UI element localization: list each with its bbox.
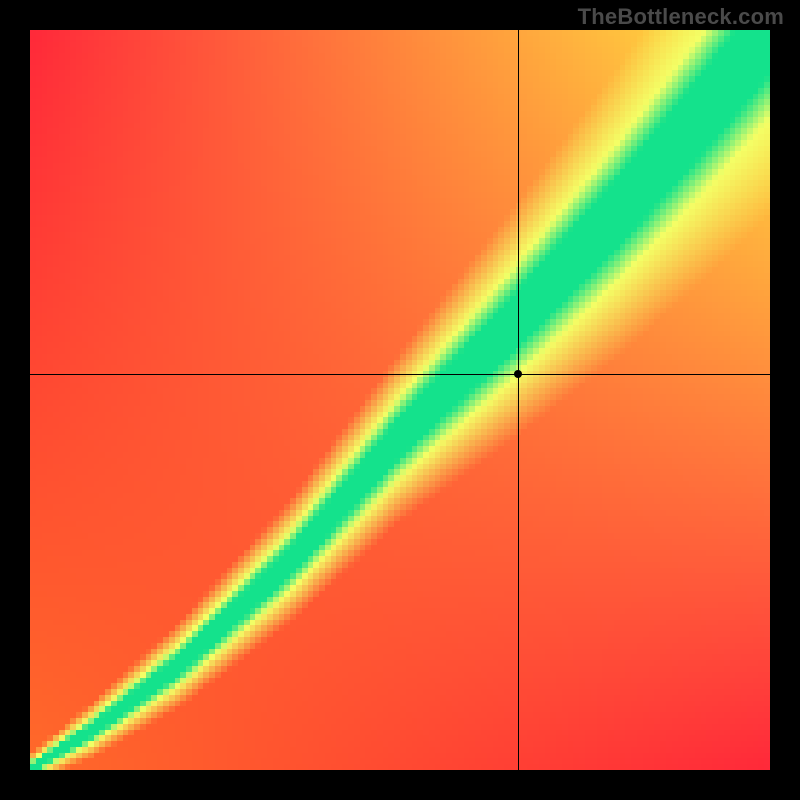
- bottleneck-heatmap-canvas: [30, 30, 770, 770]
- page-root: TheBottleneck.com: [0, 0, 800, 800]
- crosshair-horizontal: [30, 374, 770, 375]
- crosshair-marker-dot: [514, 370, 522, 378]
- watermark-text: TheBottleneck.com: [578, 4, 784, 30]
- chart-frame: [30, 30, 770, 770]
- crosshair-vertical: [518, 30, 519, 770]
